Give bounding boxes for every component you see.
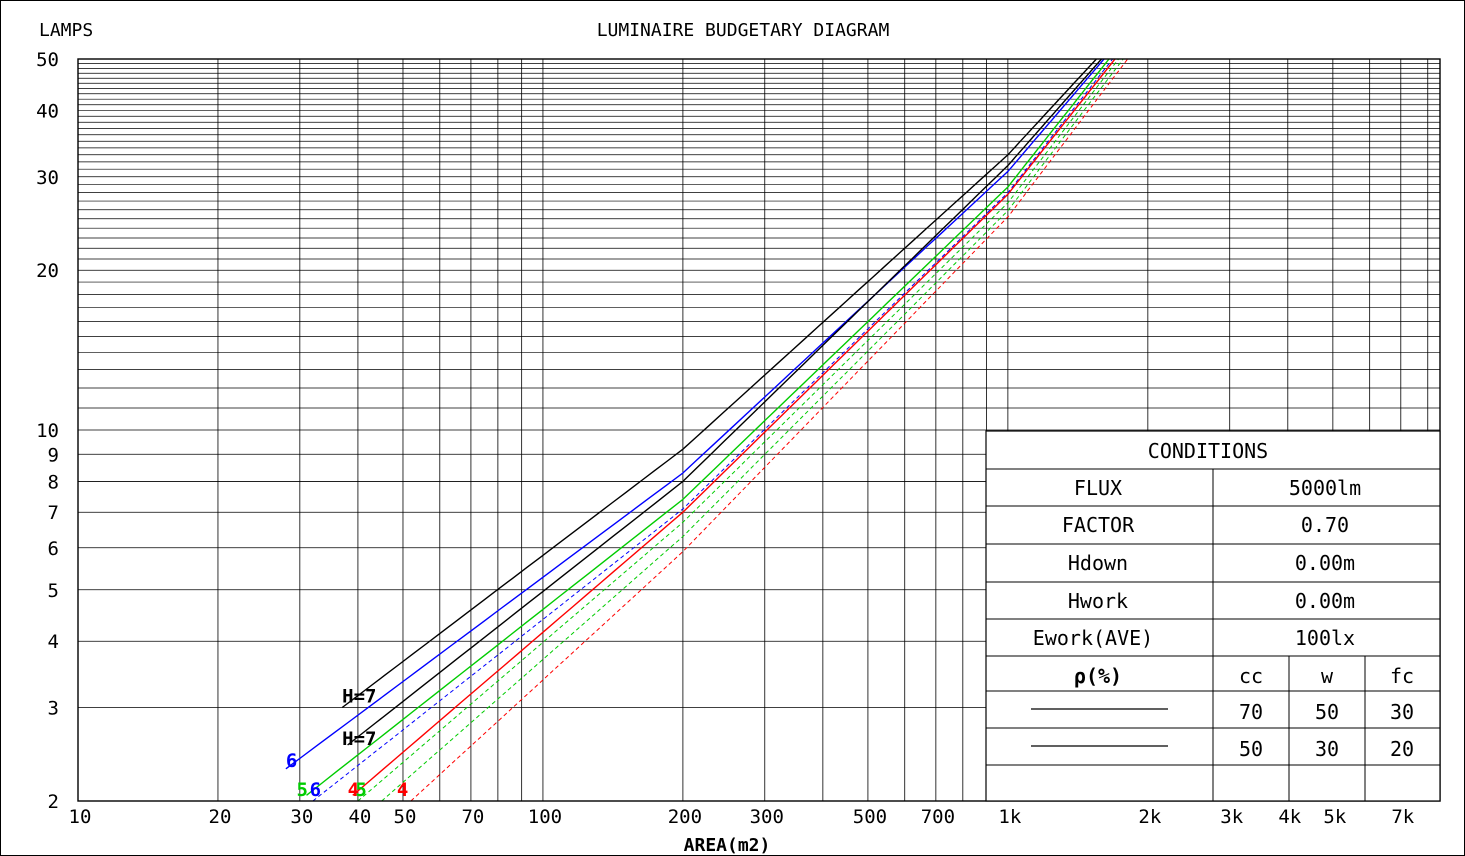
rho-header-cc: cc	[1239, 664, 1263, 688]
y-tick-label: 4	[48, 631, 59, 653]
y-tick-label: 7	[48, 502, 59, 524]
x-tick-label: 2k	[1138, 806, 1161, 828]
condition-value-hwork: 0.00m	[1295, 589, 1355, 613]
curve-label: H=7	[342, 728, 376, 750]
condition-value-flux: 5000lm	[1289, 476, 1361, 500]
condition-label-hwork: Hwork	[1068, 589, 1128, 613]
x-tick-label: 70	[461, 806, 484, 828]
curve-label: H=7	[342, 685, 376, 707]
condition-value-ework: 100lx	[1295, 626, 1355, 650]
rho-row1-fc: 30	[1390, 700, 1414, 724]
series-line	[352, 58, 1116, 796]
series-line	[357, 58, 1119, 802]
x-tick-label: 200	[668, 806, 702, 828]
condition-label-flux: FLUX	[1074, 476, 1122, 500]
plot-frame	[77, 58, 1441, 802]
condition-label-ework: Ework(AVE)	[1033, 626, 1153, 650]
series-line	[285, 58, 1105, 770]
rho-row2-w: 30	[1315, 737, 1339, 761]
series-line	[410, 58, 1129, 802]
x-tick-label: 20	[209, 806, 232, 828]
condition-label-hdown: Hdown	[1068, 551, 1128, 575]
rho-label: ρ(%)	[1074, 664, 1122, 688]
x-axis-label: AREA(m2)	[684, 835, 771, 855]
tick-labels: 10 20 30 40 50 70 100 200 300 500 700 1k 2k 3k 4k 5k 7k 2…	[36, 49, 1415, 828]
y-tick-label: 40	[36, 100, 59, 122]
y-tick-label: 6	[48, 538, 59, 560]
x-tick-label: 30	[290, 806, 313, 828]
x-tick-label: 700	[921, 806, 955, 828]
y-tick-label: 30	[36, 167, 59, 189]
curve-label: 6	[310, 779, 321, 801]
x-tick-label: 4k	[1278, 806, 1301, 828]
rho-row2-cc: 50	[1239, 737, 1263, 761]
condition-value-factor: 0.70	[1301, 513, 1349, 537]
series-line	[341, 58, 1097, 709]
curve-label: 6	[286, 750, 297, 772]
plot-border	[77, 58, 1441, 802]
x-tick-label: 500	[853, 806, 887, 828]
x-tick-label: 300	[750, 806, 784, 828]
curve-annotations: H=7H=765 6 45 4	[286, 685, 408, 800]
y-tick-label: 50	[36, 49, 59, 71]
x-tick-label: 3k	[1220, 806, 1243, 828]
x-tick-label: 1k	[998, 806, 1021, 828]
y-tick-label: 8	[48, 471, 59, 493]
condition-label-factor: FACTOR	[1062, 513, 1135, 537]
x-tick-label: 10	[69, 806, 92, 828]
y-tick-label: 3	[48, 698, 59, 720]
rho-header-fc: fc	[1390, 664, 1414, 688]
x-tick-label: 5k	[1323, 806, 1346, 828]
y-tick-label: 10	[36, 420, 59, 442]
y-tick-label: 20	[36, 260, 59, 282]
curve-label: 5	[296, 779, 307, 801]
series-line	[381, 58, 1124, 802]
series-line	[347, 58, 1103, 746]
condition-value-hdown: 0.00m	[1295, 551, 1355, 575]
y-tick-label: 5	[48, 580, 59, 602]
chart-title: LUMINAIRE BUDGETARY DIAGRAM	[597, 20, 890, 41]
series-group	[285, 58, 1129, 802]
curve-label: 4	[397, 779, 408, 801]
rho-row1-cc: 70	[1239, 700, 1263, 724]
rho-header-w: w	[1321, 664, 1334, 688]
curve-label: 4	[348, 779, 359, 801]
rho-row2-fc: 20	[1390, 737, 1414, 761]
x-tick-label: 100	[528, 806, 562, 828]
curve-label: 5	[355, 779, 366, 801]
x-tick-label: 7k	[1391, 806, 1414, 828]
x-tick-label: 50	[394, 806, 417, 828]
rho-row1-w: 50	[1315, 700, 1339, 724]
x-tick-label: 40	[348, 806, 371, 828]
series-line	[306, 58, 1110, 796]
y-tick-label: 9	[48, 444, 59, 466]
y-axis-label: LAMPS	[39, 20, 93, 41]
y-tick-label: 2	[48, 791, 59, 813]
conditions-table: CONDITIONS FLUX 5000lm FACTOR 0.70 Hdown…	[985, 430, 1441, 802]
conditions-title: CONDITIONS	[1148, 439, 1268, 463]
series-line	[312, 58, 1113, 802]
